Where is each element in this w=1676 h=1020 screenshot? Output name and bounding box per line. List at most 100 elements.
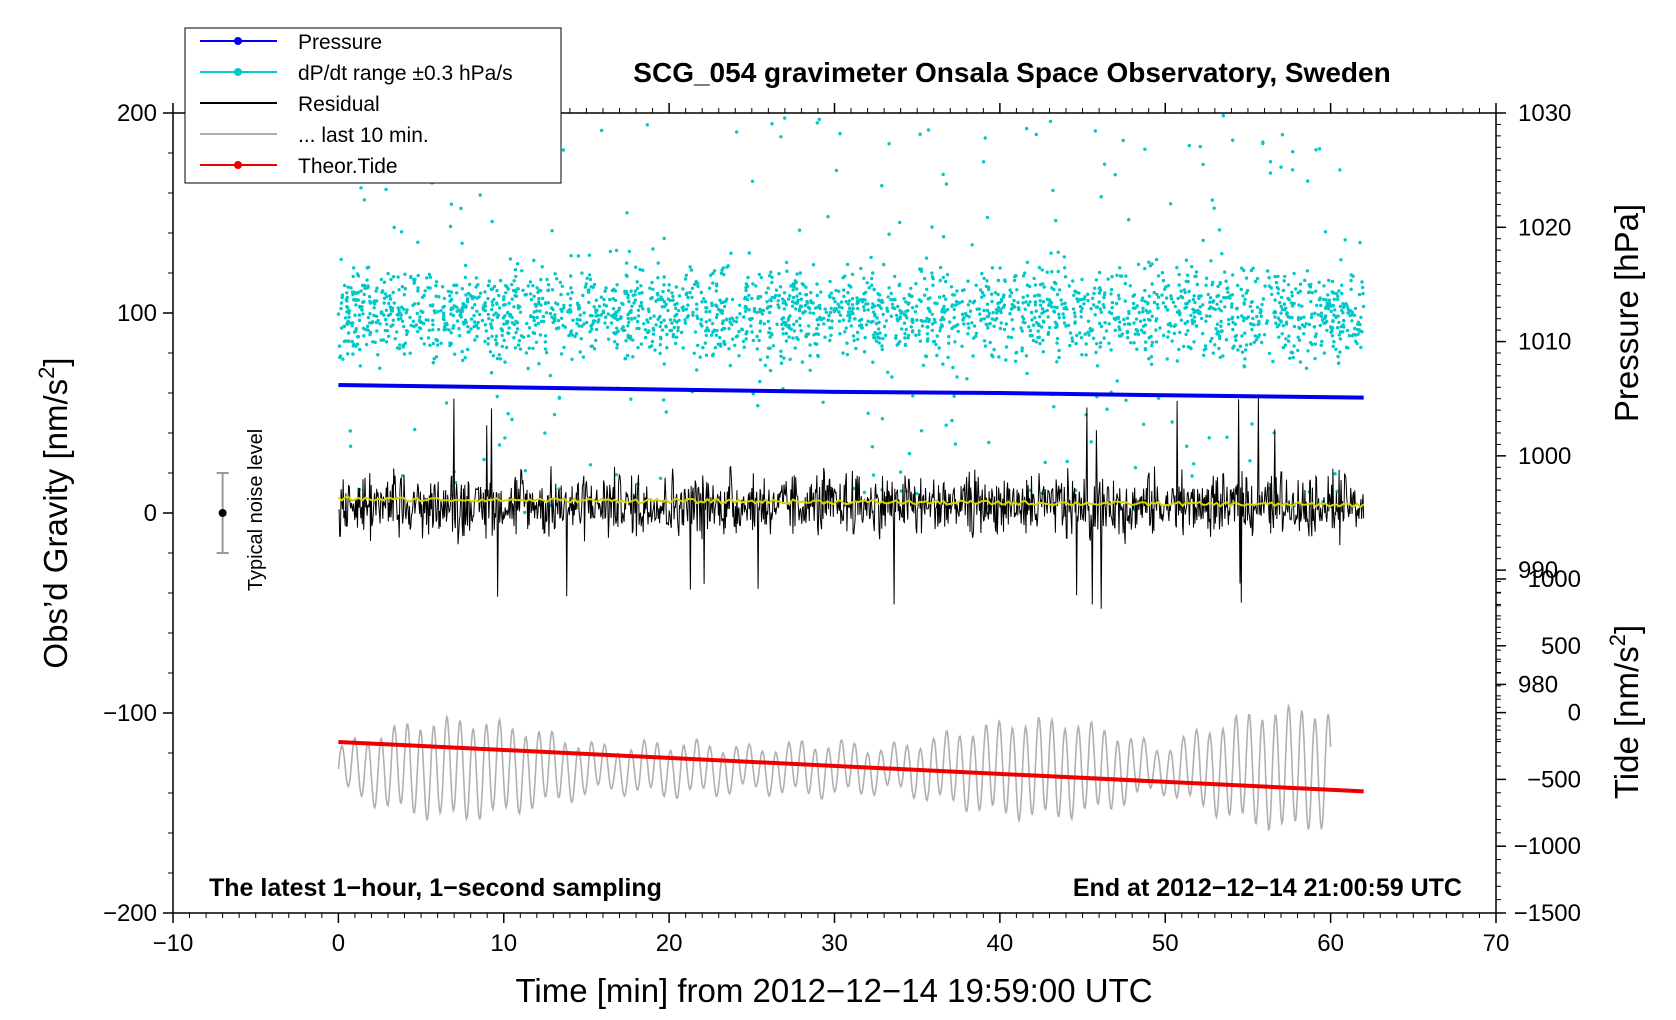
dpdt-point <box>1322 351 1327 355</box>
dpdt-point <box>338 355 342 360</box>
dpdt-point <box>1217 346 1221 351</box>
dpdt-point <box>730 297 735 302</box>
dpdt-point <box>403 341 408 345</box>
dpdt-point <box>490 307 494 312</box>
dpdt-point <box>1244 343 1249 347</box>
dpdt-point <box>1225 435 1229 439</box>
dpdt-point <box>843 330 847 334</box>
dpdt-point <box>848 316 852 320</box>
dpdt-point <box>500 344 504 349</box>
dpdt-point <box>514 330 518 335</box>
dpdt-point <box>580 324 584 328</box>
dpdt-point <box>780 322 784 327</box>
dpdt-point <box>533 302 537 307</box>
dpdt-point <box>1191 297 1196 302</box>
dpdt-point <box>418 327 423 331</box>
dpdt-point <box>603 321 607 325</box>
dpdt-point <box>952 316 956 320</box>
dpdt-point <box>382 280 387 284</box>
dpdt-point <box>559 316 564 320</box>
dpdt-point <box>650 296 654 300</box>
dpdt-point <box>850 297 855 301</box>
dpdt-point <box>562 345 566 350</box>
dpdt-point <box>997 355 1001 359</box>
dpdt-point <box>473 303 477 307</box>
dpdt-point <box>486 336 490 341</box>
dpdt-point <box>800 360 805 364</box>
dpdt-point <box>1074 341 1078 346</box>
dpdt-point <box>1020 329 1024 333</box>
dpdt-point <box>952 394 956 398</box>
dpdt-point <box>513 268 518 272</box>
dpdt-point <box>492 284 497 289</box>
dpdt-point <box>1257 321 1261 326</box>
dpdt-point <box>537 296 541 301</box>
dpdt-point <box>713 346 718 350</box>
dpdt-point <box>570 333 574 337</box>
dpdt-point <box>614 248 619 253</box>
dpdt-point <box>808 311 812 315</box>
dpdt-point <box>478 291 483 295</box>
dpdt-point <box>795 301 799 305</box>
dpdt-point <box>1201 238 1205 243</box>
dpdt-point <box>788 294 792 298</box>
dpdt-point <box>1023 307 1027 311</box>
dpdt-point <box>594 327 599 332</box>
dpdt-point <box>668 318 673 322</box>
dpdt-point <box>587 273 592 277</box>
dpdt-point <box>790 300 795 304</box>
dpdt-point <box>513 346 517 350</box>
dpdt-point <box>1321 297 1326 302</box>
dpdt-point <box>611 307 616 311</box>
dpdt-point <box>1109 311 1114 316</box>
dpdt-point <box>795 294 799 298</box>
dpdt-point <box>524 292 528 297</box>
dpdt-point <box>875 316 879 320</box>
dpdt-point <box>1302 315 1306 319</box>
dpdt-point <box>877 327 881 331</box>
dpdt-point <box>439 309 443 313</box>
dpdt-point <box>954 303 958 307</box>
dpdt-point <box>1296 348 1300 353</box>
dpdt-point <box>837 310 841 314</box>
dpdt-point <box>361 326 366 331</box>
dpdt-point <box>498 278 503 283</box>
dpdt-point <box>426 336 431 340</box>
dpdt-point <box>419 336 423 341</box>
dpdt-point <box>1182 288 1187 292</box>
pressure-tick-label: 1000 <box>1518 443 1571 470</box>
dpdt-point <box>1297 303 1301 307</box>
dpdt-point <box>730 322 734 327</box>
dpdt-point <box>1329 326 1334 330</box>
dpdt-point <box>1009 307 1014 311</box>
dpdt-point <box>535 315 539 320</box>
dpdt-point <box>866 308 870 312</box>
dpdt-point <box>671 298 675 302</box>
dpdt-point <box>543 347 548 351</box>
dpdt-point <box>1322 321 1326 325</box>
dpdt-point <box>452 304 456 308</box>
dpdt-point <box>1240 334 1244 338</box>
dpdt-point <box>463 356 467 360</box>
dpdt-point <box>871 360 875 364</box>
dpdt-point <box>738 303 742 307</box>
dpdt-point <box>1190 265 1194 269</box>
dpdt-point <box>1032 276 1036 281</box>
gravity-tick-label: −100 <box>103 700 157 727</box>
dpdt-point <box>768 326 772 331</box>
dpdt-point <box>553 316 557 320</box>
dpdt-point <box>1208 296 1213 300</box>
dpdt-point <box>846 310 851 314</box>
dpdt-point <box>614 314 618 318</box>
dpdt-point <box>1164 285 1168 289</box>
dpdt-point <box>909 294 913 298</box>
dpdt-point <box>808 354 812 358</box>
dpdt-point <box>541 319 546 324</box>
dpdt-point <box>385 322 389 326</box>
dpdt-point <box>989 292 994 296</box>
dpdt-point <box>1343 238 1347 242</box>
dpdt-point <box>569 254 573 258</box>
dpdt-point <box>709 273 713 277</box>
dpdt-point <box>1212 299 1216 303</box>
dpdt-point <box>1338 330 1343 334</box>
